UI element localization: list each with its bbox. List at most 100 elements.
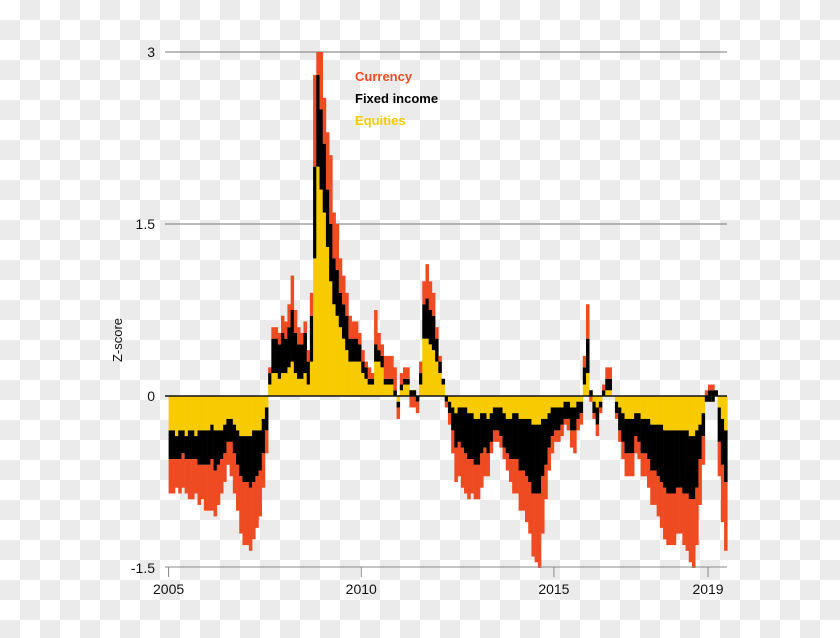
currency-segment: [354, 321, 359, 339]
currency-segment: [454, 447, 458, 483]
currency-segment: [647, 459, 651, 488]
currency-segment: [287, 304, 291, 328]
currency-segment: [499, 436, 503, 448]
fixed-income-segment: [547, 413, 551, 448]
currency-segment: [586, 304, 590, 339]
fixed-income-segment: [541, 418, 545, 477]
fixed-income-segment: [287, 327, 291, 368]
fixed-income-segment: [663, 430, 667, 488]
currency-segment: [229, 441, 234, 477]
fixed-income-segment: [351, 338, 356, 362]
equities-segment: [682, 396, 686, 431]
fixed-income-segment: [521, 418, 526, 471]
equities-segment: [297, 378, 301, 396]
equities-segment: [717, 396, 722, 408]
fixed-income-segment: [213, 430, 218, 471]
currency-segment: [627, 453, 632, 477]
fixed-income-segment: [669, 430, 674, 494]
equities-segment: [675, 396, 680, 431]
equities-segment: [553, 396, 558, 408]
currency-segment: [364, 361, 368, 368]
currency-segment: [688, 499, 693, 563]
currency-segment: [618, 430, 622, 442]
equities-segment: [547, 396, 551, 414]
x-tick-label: 2010: [346, 581, 377, 597]
equities-segment: [406, 384, 410, 396]
currency-segment: [415, 401, 420, 414]
equities-segment: [197, 396, 202, 431]
equities-segment: [643, 396, 648, 419]
fixed-income-segment: [675, 430, 680, 488]
fixed-income-segment: [666, 430, 670, 494]
fixed-income-segment: [576, 401, 580, 419]
currency-segment: [171, 459, 176, 494]
fixed-income-segment: [236, 430, 240, 465]
fixed-income-segment: [335, 269, 340, 316]
fixed-income-segment: [586, 338, 590, 374]
currency-segment: [280, 315, 285, 333]
currency-segment: [271, 327, 275, 339]
currency-segment: [557, 430, 561, 442]
fixed-income-segment: [187, 430, 192, 460]
equities-segment: [614, 396, 619, 402]
equities-segment: [374, 361, 378, 396]
fixed-income-segment: [537, 424, 542, 494]
fixed-income-segment: [444, 396, 449, 402]
fixed-income-segment: [605, 378, 609, 391]
fixed-income-segment: [438, 361, 442, 374]
currency-segment: [380, 344, 385, 356]
y-tick-label: 0: [147, 388, 155, 404]
currency-segment: [402, 367, 407, 379]
currency-segment: [409, 396, 413, 408]
currency-segment: [412, 396, 417, 408]
currency-segment: [319, 52, 324, 110]
currency-segment: [518, 470, 523, 511]
equities-segment: [653, 396, 657, 425]
currency-segment: [573, 430, 577, 454]
currency-segment: [322, 97, 327, 144]
fixed-income-segment: [178, 430, 182, 460]
currency-segment: [435, 327, 439, 339]
equities-segment: [467, 396, 471, 414]
fixed-income-segment: [191, 430, 195, 460]
currency-segment: [316, 52, 320, 75]
equities-segment: [338, 327, 343, 396]
currency-segment: [451, 430, 455, 454]
currency-segment: [255, 476, 259, 528]
equities-segment: [698, 396, 702, 425]
equities-segment: [229, 396, 234, 419]
equities-segment: [223, 396, 227, 425]
currency-segment: [650, 470, 654, 505]
fixed-income-segment: [650, 424, 654, 471]
fixed-income-segment: [685, 430, 690, 494]
equities-segment: [502, 396, 507, 414]
equities-segment: [325, 246, 330, 396]
fixed-income-segment: [181, 430, 185, 454]
fixed-income-segment: [274, 338, 279, 374]
currency-segment: [534, 493, 539, 563]
equities-segment: [656, 396, 661, 425]
fixed-income-segment: [480, 413, 484, 454]
equities-segment: [480, 396, 484, 414]
currency-segment: [313, 74, 317, 167]
equities-segment: [637, 396, 641, 414]
fixed-income-segment: [515, 413, 519, 460]
currency-segment: [367, 367, 372, 379]
currency-segment: [383, 355, 388, 379]
fixed-income-segment: [528, 418, 532, 483]
fixed-income-segment: [441, 378, 446, 385]
equities-segment: [402, 384, 407, 396]
currency-segment: [669, 493, 674, 546]
currency-segment: [486, 453, 490, 477]
equities-segment: [319, 189, 324, 396]
currency-segment: [685, 493, 690, 551]
currency-segment: [634, 436, 638, 454]
fixed-income-segment: [316, 74, 320, 167]
currency-segment: [178, 459, 182, 494]
currency-segment: [203, 464, 208, 511]
currency-segment: [351, 321, 356, 339]
fixed-income-segment: [653, 424, 657, 471]
fixed-income-segment: [483, 413, 487, 448]
currency-segment: [544, 464, 548, 500]
equities-segment: [239, 396, 243, 437]
